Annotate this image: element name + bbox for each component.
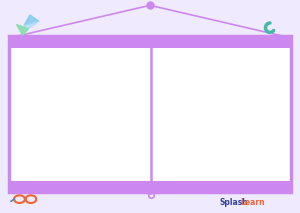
FancyBboxPatch shape	[9, 36, 291, 192]
Text: A': A'	[160, 111, 167, 117]
FancyBboxPatch shape	[9, 181, 291, 192]
Text: A: A	[197, 43, 203, 52]
Text: B': B'	[160, 157, 167, 163]
Polygon shape	[196, 53, 279, 136]
Text: enlarge: enlarge	[98, 88, 133, 97]
Polygon shape	[24, 15, 39, 26]
Text: C: C	[281, 127, 286, 136]
Text: reduce: reduce	[61, 136, 92, 145]
Polygon shape	[175, 115, 217, 157]
Text: Splash: Splash	[219, 198, 248, 207]
Text: Learn: Learn	[241, 198, 265, 207]
Circle shape	[255, 164, 300, 211]
Polygon shape	[24, 21, 39, 30]
Polygon shape	[16, 24, 28, 35]
Text: C': C'	[206, 157, 213, 163]
FancyBboxPatch shape	[9, 36, 291, 48]
